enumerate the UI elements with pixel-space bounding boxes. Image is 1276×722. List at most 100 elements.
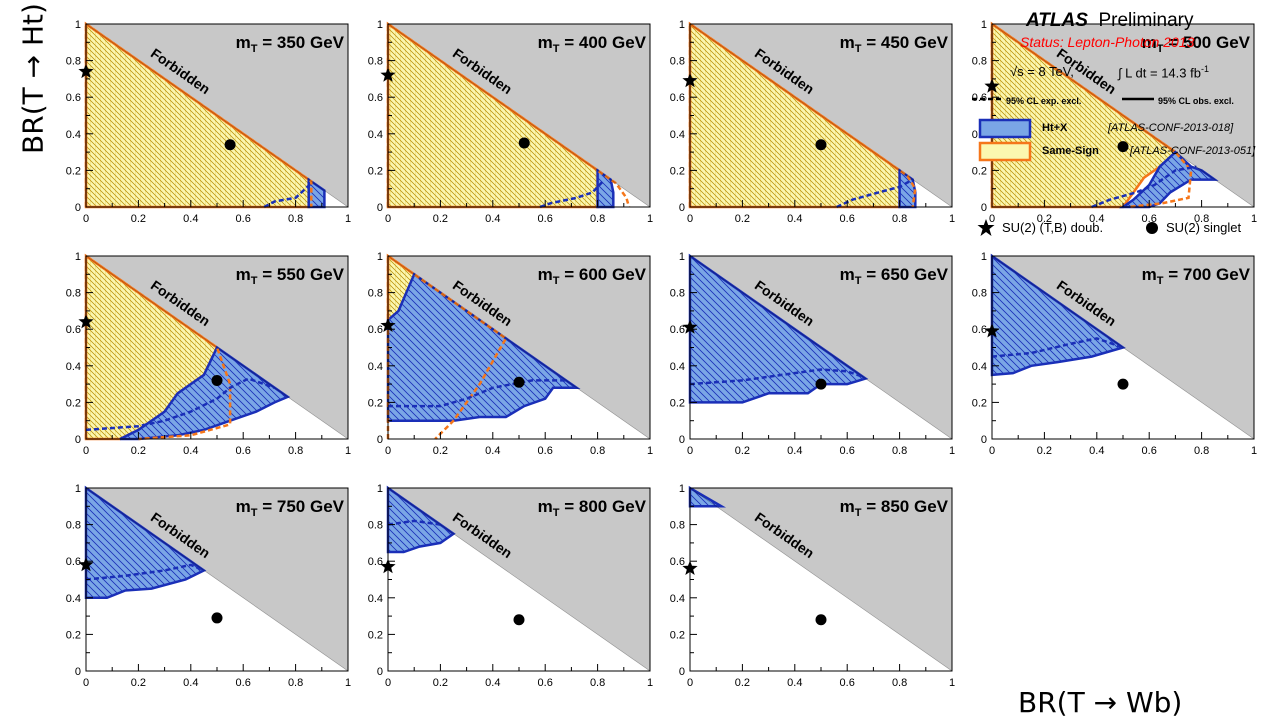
legend-htx-swatch — [978, 118, 1032, 139]
y-tick-label: 0.2 — [972, 397, 987, 409]
y-tick-label: 1 — [679, 483, 685, 495]
y-tick-label: 0.8 — [66, 520, 81, 532]
panel-title: mT = 800 GeV — [538, 497, 647, 519]
x-tick-label: 0.2 — [131, 445, 146, 457]
y-tick-label: 0.2 — [66, 397, 81, 409]
y-tick-label: 0 — [679, 202, 685, 214]
x-tick-label: 0.6 — [840, 213, 855, 225]
x-tick-label: 0.4 — [485, 213, 500, 225]
x-tick-label: 0.6 — [538, 677, 553, 689]
htx-observed-region — [990, 253, 1126, 377]
y-tick-label: 0 — [75, 202, 81, 214]
x-tick-label: 1 — [949, 213, 955, 225]
x-tick-label: 0.8 — [1194, 213, 1209, 225]
doublet-star-marker — [682, 560, 698, 575]
x-tick-label: 0 — [687, 677, 693, 689]
y-tick-label: 0.2 — [670, 397, 685, 409]
legend-luminosity-text: ∫ L dt = 14.3 fb — [1118, 65, 1201, 81]
x-tick-label: 1 — [1251, 445, 1257, 457]
htx-expected-line — [85, 563, 205, 581]
x-tick-label: 0.2 — [131, 213, 146, 225]
legend-ss-ref: [ATLAS-CONF-2013-051] — [1130, 145, 1256, 157]
legend-singlet-dot-icon — [1146, 222, 1158, 234]
x-tick-label: 0.2 — [1037, 445, 1052, 457]
y-tick-label: 1 — [75, 483, 81, 495]
panel-500: 000.20.20.40.40.60.60.80.811ForbiddenmT … — [972, 19, 1257, 225]
y-tick-label: 0 — [75, 434, 81, 446]
x-tick-label: 0.2 — [433, 677, 448, 689]
legend-doublet-star-icon — [977, 219, 995, 236]
x-tick-label: 0 — [83, 677, 89, 689]
legend-doublet-label: SU(2) (T,B) doub. — [1002, 220, 1104, 235]
y-tick-label: 0.6 — [368, 92, 383, 104]
htx-expected-line — [387, 519, 441, 526]
x-tick-label: 0.2 — [735, 213, 750, 225]
physical-boundary — [689, 23, 953, 208]
x-tick-label: 0.4 — [1089, 213, 1104, 225]
y-tick-label: 0.8 — [368, 56, 383, 68]
y-tick-label: 0.4 — [670, 593, 685, 605]
htx-expected-line — [991, 337, 1124, 358]
x-tick-label: 0.8 — [590, 445, 605, 457]
legend-htx-label: Ht+X — [1042, 122, 1068, 134]
y-tick-label: 0 — [981, 434, 987, 446]
x-tick-label: 0.8 — [590, 677, 605, 689]
panel-800: 000.20.20.40.40.60.60.80.811ForbiddenmT … — [368, 483, 653, 689]
y-tick-label: 0 — [75, 666, 81, 678]
legend-experiment: ATLAS — [1026, 10, 1088, 31]
physical-boundary — [85, 487, 349, 672]
htx-expected-line — [263, 182, 313, 209]
y-tick-label: 0.2 — [972, 165, 987, 177]
x-tick-label: 0.4 — [183, 445, 198, 457]
y-tick-label: 0.2 — [368, 629, 383, 641]
x-tick-label: 0 — [687, 445, 693, 457]
panel-title: mT = 600 GeV — [538, 265, 647, 287]
x-tick-label: 0 — [83, 445, 89, 457]
x-tick-label: 0.4 — [787, 445, 802, 457]
panel-450: 000.20.20.40.40.60.60.80.811ForbiddenmT … — [670, 19, 955, 225]
singlet-dot-marker — [815, 378, 827, 390]
y-tick-label: 1 — [75, 19, 81, 31]
legend-ss-label: Same-Sign — [1042, 145, 1099, 157]
x-tick-label: 0 — [385, 677, 391, 689]
panel-title: mT = 550 GeV — [236, 265, 345, 287]
x-tick-label: 0 — [385, 445, 391, 457]
singlet-dot-marker — [1117, 141, 1129, 153]
panel-400: 000.20.20.40.40.60.60.80.811ForbiddenmT … — [368, 19, 653, 225]
panel-title: mT = 500 GeV — [1142, 33, 1251, 55]
x-tick-label: 0.6 — [236, 445, 251, 457]
y-tick-label: 0.6 — [66, 92, 81, 104]
physical-boundary — [689, 487, 953, 672]
x-tick-label: 1 — [647, 213, 653, 225]
x-tick-label: 1 — [647, 445, 653, 457]
x-tick-label: 0.8 — [288, 213, 303, 225]
x-tick-label: 0.8 — [590, 213, 605, 225]
y-tick-label: 0 — [679, 666, 685, 678]
x-tick-label: 0.6 — [840, 677, 855, 689]
y-tick-label: 0.2 — [670, 629, 685, 641]
y-tick-label: 0.2 — [66, 165, 81, 177]
legend-ss-swatch — [978, 141, 1032, 162]
x-tick-label: 1 — [949, 677, 955, 689]
htx-observed-region — [1119, 150, 1219, 209]
panel-title: mT = 650 GeV — [840, 265, 949, 287]
x-tick-label: 0 — [989, 445, 995, 457]
y-tick-label: 1 — [981, 251, 987, 263]
singlet-dot-marker — [513, 376, 525, 388]
singlet-dot-marker — [815, 139, 827, 151]
panel-600: 000.20.20.40.40.60.60.80.811ForbiddenmT … — [368, 251, 653, 457]
x-tick-label: 0.4 — [183, 677, 198, 689]
panel-title: mT = 850 GeV — [840, 497, 949, 519]
panel-850: 000.20.20.40.40.60.60.80.811ForbiddenmT … — [670, 483, 955, 689]
physical-boundary — [85, 255, 349, 440]
x-tick-label: 0.2 — [1037, 213, 1052, 225]
x-tick-label: 0.2 — [433, 213, 448, 225]
panel-750: 000.20.20.40.40.60.60.80.811ForbiddenmT … — [66, 483, 351, 689]
panel-title: mT = 400 GeV — [538, 33, 647, 55]
singlet-dot-marker — [513, 614, 525, 626]
physical-boundary — [387, 487, 651, 672]
y-tick-label: 0.4 — [670, 361, 685, 373]
doublet-star-marker — [380, 558, 396, 574]
y-tick-label: 0.8 — [670, 56, 685, 68]
y-tick-label: 0 — [981, 202, 987, 214]
